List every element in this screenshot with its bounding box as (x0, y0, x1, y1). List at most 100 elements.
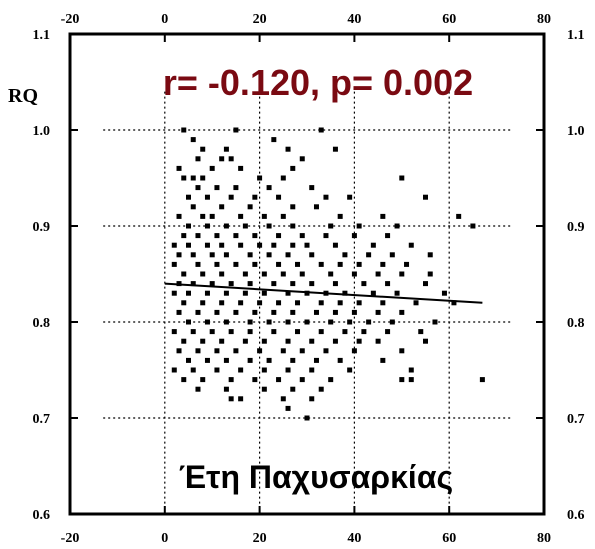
data-point (186, 242, 191, 248)
x-tick-label-top: 40 (347, 12, 361, 27)
data-point (347, 319, 353, 325)
data-point (328, 223, 334, 229)
data-point (399, 309, 405, 315)
data-point (342, 290, 348, 296)
data-point (295, 261, 301, 267)
data-point (290, 165, 296, 171)
data-point (290, 204, 296, 210)
y-tick-label-right: 0.9 (567, 220, 585, 235)
data-point (186, 194, 191, 200)
data-point (214, 348, 220, 354)
data-point (323, 194, 329, 200)
data-point (247, 252, 253, 258)
x-tick-label-top: -20 (61, 12, 80, 27)
data-point (366, 319, 372, 325)
data-point (204, 319, 210, 325)
data-point (266, 223, 272, 229)
x-tick-label-bottom: 60 (442, 531, 456, 546)
data-point (361, 281, 367, 287)
data-point (190, 281, 196, 287)
data-point (356, 261, 362, 267)
data-point (200, 146, 206, 152)
data-point (276, 194, 282, 200)
data-point (171, 242, 177, 248)
data-point (190, 175, 196, 181)
data-point (261, 386, 267, 392)
data-point (280, 271, 286, 277)
y-tick-label-right: 0.8 (567, 316, 585, 331)
data-point (181, 338, 187, 344)
data-point (271, 329, 277, 335)
data-point (186, 357, 191, 363)
data-point (223, 290, 229, 296)
data-point (375, 338, 381, 344)
data-point (252, 261, 258, 267)
data-point (247, 204, 253, 210)
y-tick-label-left: 0.8 (33, 316, 51, 331)
data-point (332, 281, 338, 287)
data-point (261, 367, 267, 373)
data-point (204, 290, 210, 296)
data-point (351, 233, 357, 239)
data-point (233, 348, 239, 354)
data-point (318, 127, 324, 133)
data-point (252, 233, 258, 239)
data-point (238, 242, 244, 248)
data-point (285, 319, 291, 325)
data-point (214, 309, 220, 315)
gridlines (103, 91, 511, 514)
data-point (238, 213, 244, 219)
data-point (456, 213, 462, 219)
data-point (261, 290, 267, 296)
stat-annotation: r= -0.120, p= 0.002 (163, 62, 473, 103)
data-point (404, 261, 410, 267)
x-axis-label: Έτη Παχυσαρκίας (179, 459, 453, 495)
data-point (209, 213, 215, 219)
data-point (299, 156, 305, 162)
data-point (176, 252, 182, 258)
x-tick-label-bottom: 40 (347, 531, 361, 546)
data-point (328, 377, 334, 383)
data-point (228, 396, 234, 402)
data-point (276, 261, 282, 267)
data-point (318, 261, 324, 267)
data-point (261, 213, 267, 219)
data-point (223, 146, 229, 152)
data-point (299, 348, 305, 354)
data-point (318, 386, 324, 392)
data-point (261, 271, 267, 277)
data-point (370, 290, 376, 296)
data-point (370, 242, 376, 248)
data-point (313, 357, 319, 363)
data-point (427, 271, 433, 277)
x-tick-label-top: 60 (442, 12, 456, 27)
data-point (242, 271, 248, 277)
data-point (380, 261, 386, 267)
data-point (233, 233, 239, 239)
data-point (304, 415, 310, 421)
data-point (176, 309, 182, 315)
data-point (223, 252, 229, 258)
data-point (271, 281, 277, 287)
data-point (337, 300, 343, 306)
data-point (186, 319, 191, 325)
data-point (290, 309, 296, 315)
data-point (186, 223, 191, 229)
data-point (176, 165, 182, 171)
data-point (195, 185, 201, 191)
data-point (266, 252, 272, 258)
data-point (385, 329, 391, 335)
data-point (247, 281, 253, 287)
data-point (228, 377, 234, 383)
data-point (176, 348, 182, 354)
data-point (285, 146, 291, 152)
data-point (195, 309, 201, 315)
data-point (299, 271, 305, 277)
data-point (223, 386, 229, 392)
data-point (285, 338, 291, 344)
data-point (328, 319, 334, 325)
data-point (219, 242, 225, 248)
tick-marks (69, 33, 545, 515)
data-point (200, 175, 206, 181)
